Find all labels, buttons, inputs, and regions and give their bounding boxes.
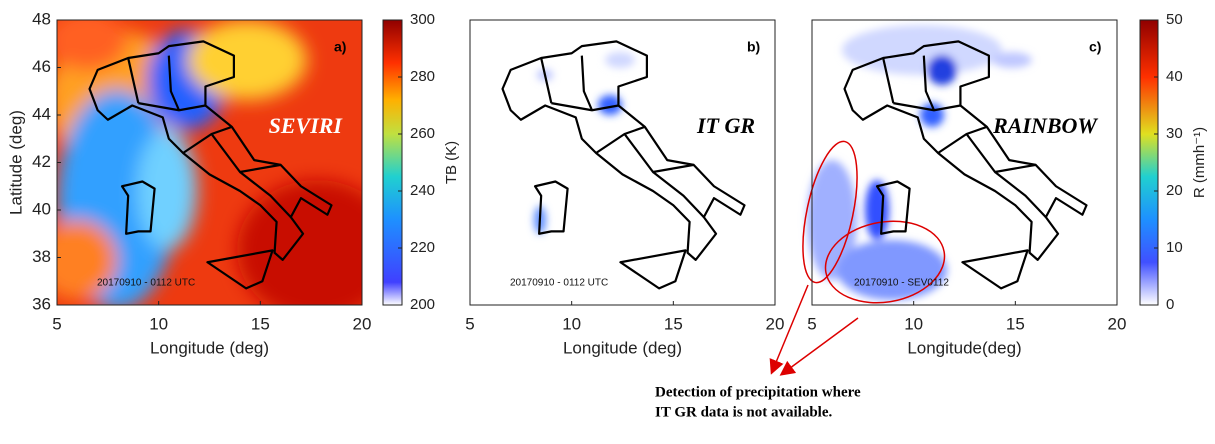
region-border	[965, 133, 1036, 174]
colorbar-tick-label: 260	[410, 125, 435, 142]
region-border	[182, 125, 233, 154]
colorbar-frame	[382, 19, 403, 306]
annotation-arrow	[769, 284, 809, 375]
colorbar-tick-label: 240	[410, 182, 435, 199]
x-tick-label: 5	[465, 314, 474, 333]
x-tick-label: 20	[1108, 314, 1127, 333]
x-tick-label: 10	[904, 314, 923, 333]
region-border	[922, 55, 936, 111]
colorbar-tick-label: 300	[410, 11, 435, 28]
region-border	[580, 55, 594, 111]
colorbar-tick-label: 220	[410, 239, 435, 256]
colorbar-label: TB (K)	[443, 141, 460, 184]
x-tick-label: 10	[562, 314, 581, 333]
region-border	[994, 171, 1047, 218]
y-tick-label: 40	[32, 199, 51, 218]
coastline	[843, 40, 1088, 290]
x-tick-label: 15	[1006, 314, 1025, 333]
region-border	[595, 125, 646, 154]
x-tick-label: 10	[149, 314, 168, 333]
overlay-label: RAINBOW	[992, 113, 1098, 138]
region-border	[623, 133, 694, 174]
y-tick-label: 36	[32, 294, 51, 313]
colorbar-tb	[383, 20, 402, 305]
colorbar-tick-label: 0	[1166, 296, 1174, 313]
region-border	[127, 57, 140, 104]
x-tick-label: 5	[807, 314, 816, 333]
y-tick-label: 44	[32, 104, 51, 123]
y-tick-label: 46	[32, 57, 51, 76]
x-tick-label: 20	[353, 314, 372, 333]
note: IT GR data is not available.	[655, 404, 833, 420]
colorbar-frame	[1139, 19, 1159, 306]
plot-frame	[811, 19, 1118, 306]
x-tick-label: 15	[251, 314, 270, 333]
panel-tag: a)	[334, 39, 346, 55]
colorbar-label: R (mmh⁻¹)	[1191, 127, 1208, 198]
note: Detection of precipitation where	[655, 384, 861, 400]
colorbar-r	[1140, 20, 1158, 305]
x-axis-label: Longitude(deg)	[907, 338, 1021, 357]
timestamp: 20170910 - 0112 UTC	[510, 278, 608, 289]
x-axis-label: Longitude (deg)	[563, 338, 682, 357]
region-border	[167, 55, 181, 111]
coastline	[88, 40, 333, 290]
colorbar-tick-label: 200	[410, 296, 435, 313]
region-border	[540, 57, 553, 104]
x-tick-label: 5	[52, 314, 61, 333]
rainbow-image	[807, 25, 1032, 300]
overlay-label: SEVIRI	[269, 113, 344, 138]
timestamp: 20170910 - SEV0112	[854, 278, 949, 289]
coastline	[501, 40, 746, 290]
colorbar-tick-label: 280	[410, 68, 435, 85]
x-axis-label: Longitude (deg)	[150, 338, 269, 357]
annotation-ellipse	[824, 220, 946, 304]
itgr-image	[534, 52, 635, 234]
annotation-ellipse	[802, 140, 858, 284]
region-border	[652, 171, 705, 218]
colorbar-tick-label: 40	[1166, 68, 1183, 85]
x-tick-label: 20	[766, 314, 785, 333]
colorbar-tick-label: 10	[1166, 239, 1183, 256]
overlay-label: IT GR	[696, 113, 755, 138]
annotation-arrow	[779, 317, 859, 376]
timestamp: 20170910 - 0112 UTC	[97, 278, 195, 289]
y-tick-label: 42	[32, 152, 51, 171]
x-tick-label: 15	[664, 314, 683, 333]
y-axis-label: Latitude (deg)	[6, 110, 25, 215]
region-border	[882, 57, 895, 104]
y-tick-label: 48	[32, 9, 51, 28]
y-tick-label: 38	[32, 247, 51, 266]
colorbar-tick-label: 50	[1166, 11, 1183, 28]
panel-tag: c)	[1089, 39, 1101, 55]
region-border	[239, 171, 292, 218]
colorbar-tick-label: 20	[1166, 182, 1183, 199]
colorbar-tick-label: 30	[1166, 125, 1183, 142]
seviri-image	[57, 20, 362, 305]
panel-tag: b)	[747, 39, 760, 55]
plot-frame	[469, 19, 776, 306]
region-border	[937, 125, 988, 154]
